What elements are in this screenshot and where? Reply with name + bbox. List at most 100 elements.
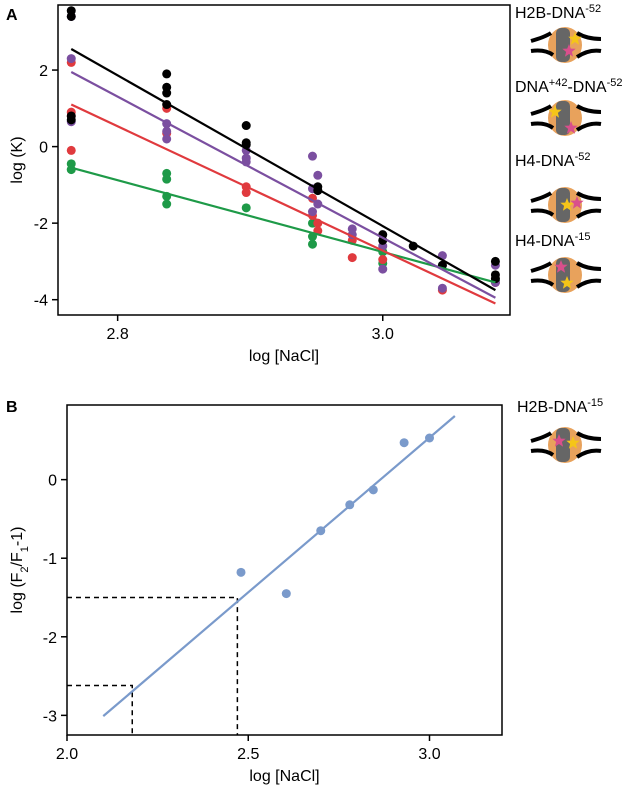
legend-label-part: -15 (587, 397, 603, 409)
data-point (66, 145, 76, 155)
legend-label-part: -52 (575, 151, 591, 163)
star (570, 196, 584, 209)
guide-line (67, 684, 133, 735)
dna (530, 31, 602, 59)
nucleosome-icon (530, 257, 602, 293)
legend-label: H4-DNA-52 (515, 151, 590, 170)
legend-label-part: H4-DNA (515, 153, 575, 170)
star (560, 276, 574, 289)
dna (530, 104, 602, 132)
histone-core (556, 258, 570, 292)
data-point (307, 151, 317, 161)
y-axis-label: log (F2/F1-1) (9, 527, 31, 614)
data-point (66, 54, 76, 64)
x-tick-label: 2.0 (56, 746, 78, 763)
dna (530, 261, 602, 289)
data-point (162, 88, 172, 98)
x-axis-label: log [NaCl] (249, 768, 319, 785)
star (560, 198, 574, 211)
legend-label-part: -52 (607, 77, 623, 89)
nucleosome-icon (530, 27, 602, 63)
data-point (378, 264, 388, 274)
fit-line (102, 415, 456, 717)
star (568, 32, 582, 45)
fit-line (70, 71, 496, 299)
y-axis-label-part: 1 (19, 546, 31, 552)
x-axis-label: log [NaCl] (249, 348, 319, 365)
y-axis-label-part: /F (9, 552, 26, 566)
y-tick-label: -1 (43, 551, 57, 568)
star (548, 105, 562, 118)
y-tick-label: -4 (34, 293, 48, 310)
data-point (66, 115, 76, 125)
fit-line (70, 166, 496, 284)
x-tick-label: 2.5 (237, 746, 259, 763)
y-tick-label: -2 (34, 216, 48, 233)
data-point (313, 170, 323, 180)
star (564, 121, 578, 134)
x-tick-label: 2.8 (107, 326, 129, 343)
panel-letter: A (6, 7, 18, 24)
y-axis-label-part: log (F (9, 572, 26, 613)
guide-line (67, 596, 239, 735)
y-tick-label: 0 (39, 140, 48, 157)
plot-frame (57, 4, 511, 316)
histone-core (556, 28, 570, 62)
star (566, 436, 580, 449)
star (562, 44, 576, 57)
data-point (236, 567, 246, 577)
x-tick-label: 3.0 (418, 746, 440, 763)
data-point (241, 121, 251, 131)
data-point (378, 255, 388, 265)
y-axis-label-part: log (K) (9, 136, 26, 183)
y-axis-label-part: -1) (9, 527, 26, 547)
legend-label: H2B-DNA-15 (517, 397, 603, 416)
data-point (66, 11, 76, 21)
y-tick-label: 0 (48, 473, 57, 490)
data-point (347, 253, 357, 263)
data-point (399, 438, 409, 448)
nucleosome-icon (530, 100, 602, 136)
data-point (162, 174, 172, 184)
star (554, 260, 568, 273)
data-point (307, 239, 317, 249)
legend-label-part: H2B-DNA (517, 399, 588, 416)
legend-label-part: H4-DNA (515, 233, 575, 250)
data-point (162, 134, 172, 144)
y-tick-label: -3 (43, 708, 57, 725)
fit-line (70, 48, 496, 292)
legend-label: DNA+42-DNA-52 (515, 77, 622, 96)
data-point (307, 207, 317, 217)
data-point (162, 199, 172, 209)
panel-letter: B (6, 399, 18, 416)
dna (530, 431, 602, 459)
data-point (281, 589, 291, 599)
legend-label-part: H2B-DNA (515, 5, 586, 22)
data-point (241, 188, 251, 198)
legend-label-part: -52 (585, 3, 601, 15)
legend-label-part: DNA (515, 79, 549, 96)
y-tick-label: -2 (43, 630, 57, 647)
nucleosome-icon (530, 187, 602, 223)
y-axis-label-part: 2 (19, 566, 31, 572)
data-point (162, 69, 172, 79)
fit-line (70, 103, 496, 305)
y-tick-label: 2 (39, 63, 48, 80)
x-tick-label: 3.0 (372, 326, 394, 343)
data-point (490, 256, 500, 266)
data-point (241, 203, 251, 213)
data-point (437, 283, 447, 293)
legend-label-part: +42 (549, 77, 568, 89)
nucleosome-icon (530, 427, 602, 463)
legend-label: H4-DNA-15 (515, 231, 590, 250)
histone-core (556, 428, 570, 462)
plot-frame (66, 404, 503, 736)
dna (530, 191, 602, 219)
legend-label: H2B-DNA-52 (515, 3, 601, 22)
legend-label-part: -DNA (567, 79, 606, 96)
legend-label-part: -15 (575, 231, 591, 243)
y-axis-label: log (K) (9, 136, 26, 183)
star (552, 434, 566, 447)
